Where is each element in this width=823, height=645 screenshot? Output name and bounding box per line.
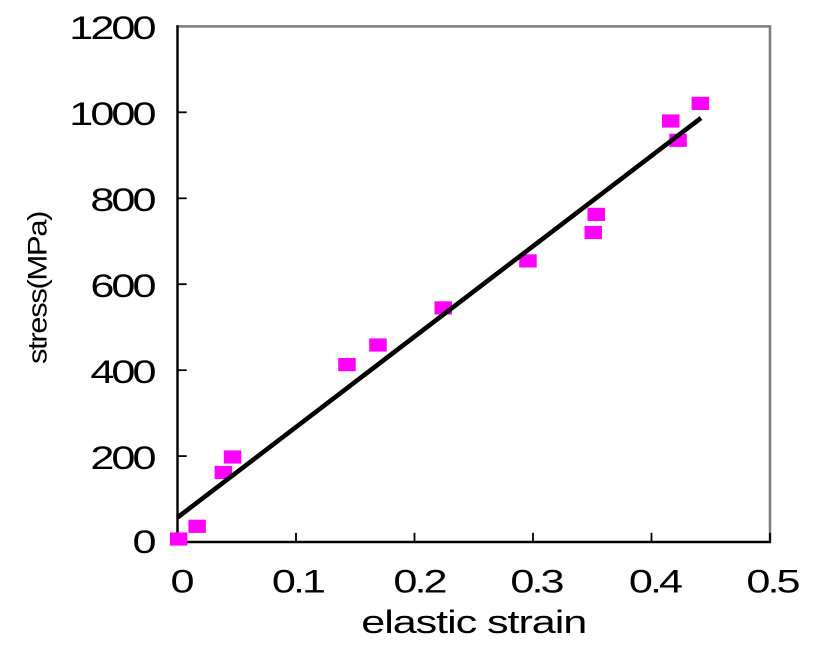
svg-text:0.3: 0.3 (510, 565, 563, 600)
svg-text:0.1: 0.1 (272, 565, 325, 600)
svg-text:0: 0 (170, 565, 193, 600)
svg-text:600: 600 (90, 269, 155, 304)
svg-text:400: 400 (90, 355, 155, 390)
svg-text:1000: 1000 (69, 97, 155, 132)
svg-text:200: 200 (90, 441, 155, 476)
svg-text:800: 800 (90, 183, 155, 218)
svg-text:elastic strain: elastic strain (361, 605, 586, 640)
svg-text:0.5: 0.5 (746, 565, 799, 600)
svg-text:stress(MPa): stress(MPa) (23, 212, 53, 364)
svg-text:0.4: 0.4 (629, 565, 683, 600)
svg-text:0.2: 0.2 (393, 565, 446, 600)
svg-text:0: 0 (132, 525, 155, 560)
svg-text:1200: 1200 (69, 11, 155, 46)
